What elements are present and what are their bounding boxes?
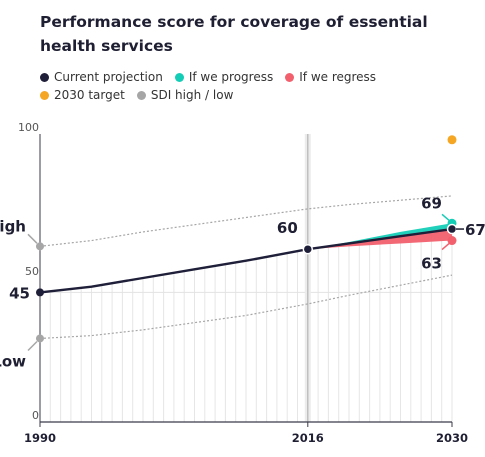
legend-label-progress: If we progress [188,70,274,84]
legend-row-1: Current projection If we progress If we … [40,68,480,86]
legend-marker-current [40,72,49,82]
series-points [36,135,458,297]
regress-end-label: 63 [421,255,442,273]
legend-item-sdi[interactable]: SDI high / low [136,88,234,102]
split-value-label: 60 [277,219,298,237]
grid-lines [39,134,453,422]
sdi-high-callout [27,233,38,244]
legend-item-regress[interactable]: If we regress [285,70,376,84]
x-tick-label: 2016 [292,431,324,445]
sdi-low-callout [27,340,38,352]
sdi-low-point [36,334,44,343]
legend-item-target[interactable]: 2030 target [40,88,125,102]
legend-label-target: 2030 target [54,88,125,102]
sdi-high-line [39,195,453,247]
chart-legend: Current projection If we progress If we … [40,68,480,104]
y-tick-label: 100 [18,121,39,134]
legend-item-progress[interactable]: If we progress [174,70,274,84]
legend-marker-progress [174,72,184,82]
chart-title: Performance score for coverage of essent… [40,13,428,55]
x-tick-label: 2030 [436,431,468,445]
start-value-label: 45 [9,284,30,302]
target-point [447,135,457,145]
legend-label-sdi: SDI high / low [150,88,234,102]
y-tick-label: 0 [32,409,39,422]
start-point [36,288,44,297]
sdi-low-label: Low [0,352,26,370]
sdi-low-line [39,274,453,340]
regress-end-callout [441,242,450,251]
y-tick-label: 50 [25,265,39,278]
legend-marker-regress [285,72,295,82]
sdi-lines [36,195,453,343]
split-year-point [302,243,314,255]
legend-label-regress: If we regress [299,70,377,84]
current-projection-line [39,227,453,294]
progress-end-label: 69 [421,194,442,212]
legend-marker-sdi [136,90,146,100]
axes: 0 50 100 1990 2016 2030 [18,121,468,445]
sdi-high-point [36,242,44,251]
progress-fan [307,223,452,250]
legend-row-2: 2030 target SDI high / low [40,86,480,104]
x-tick-label: 1990 [24,431,56,445]
sdi-high-label: High [0,217,26,235]
chart-labels: 45 60 67 69 63 High Low [0,194,485,370]
legend-marker-target [40,90,49,100]
legend-item-current[interactable]: Current projection [40,70,163,84]
legend-label-current: Current projection [54,70,163,84]
current-end-point [446,223,458,235]
series-lines [39,227,453,294]
current-end-label: 67 [465,221,485,239]
progress-end-callout [441,213,450,221]
regress-end-point [447,236,457,246]
